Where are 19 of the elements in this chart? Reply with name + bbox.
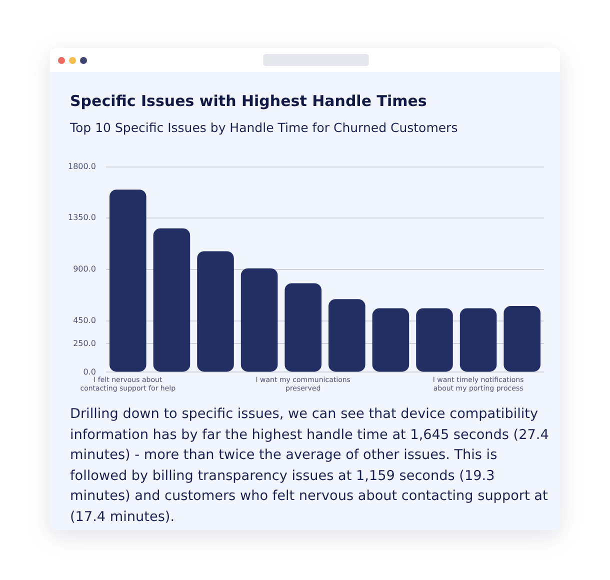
chart-title: Specific Issues with Highest Handle Times (70, 92, 427, 110)
bar (197, 251, 234, 372)
bar (416, 308, 453, 372)
y-tick-label: 1350.0 (68, 213, 96, 222)
y-tick-label: 450.0 (73, 316, 96, 325)
y-tick-label: 0.0 (83, 367, 96, 376)
bar (153, 228, 190, 372)
bar (109, 190, 146, 372)
text: Drilling down to specific issues, we can see that device compatibility information has by far the highest handle time at 1,645 seconds (27.4 minutes) - more than twice the average of other issues. This is followed by billing transparency issues at 1,159 seconds (19.3 minutes) and customers who felt nervous about contacting support at (17.4 minutes). (70, 405, 550, 526)
bar (460, 308, 497, 372)
bar (372, 308, 410, 372)
y-tick-label: 900.0 (73, 264, 96, 274)
bar (240, 268, 278, 372)
bar (328, 299, 366, 372)
y-tick-label: 1800.0 (68, 162, 96, 171)
bar (504, 306, 540, 372)
y-tick-label: 250.0 (73, 338, 96, 348)
bar (284, 283, 322, 372)
chart-subtitle: Top 10 Specific Issues by Handle Time for Churned Customers (70, 120, 458, 135)
